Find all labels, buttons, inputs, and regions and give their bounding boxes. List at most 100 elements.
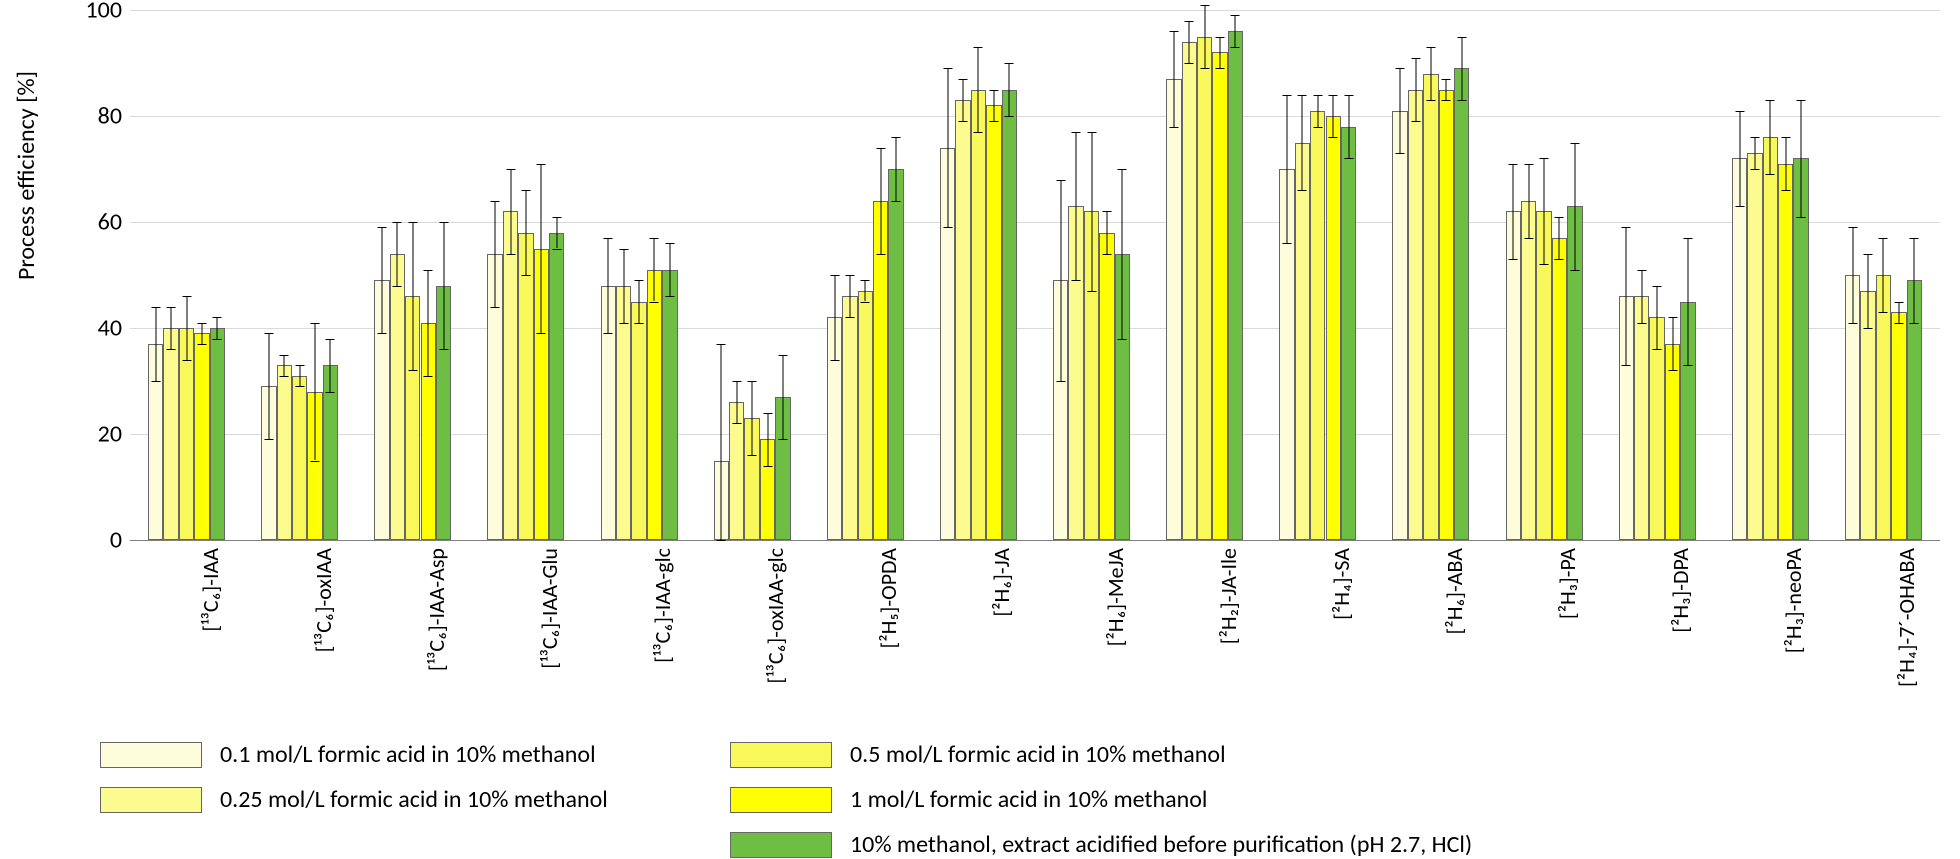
bar (1649, 317, 1664, 540)
error-bar (1672, 317, 1673, 370)
error-cap (1313, 127, 1322, 128)
error-bar (397, 222, 398, 286)
error-bar (1106, 211, 1107, 253)
error-cap (295, 365, 304, 366)
error-bar (443, 222, 444, 349)
error-cap (1894, 302, 1903, 303)
bar (631, 302, 646, 541)
error-bar (1852, 227, 1853, 322)
bar (277, 365, 292, 540)
chart-container: Process efficiency [%] 020406080100 [¹³C… (0, 0, 1960, 834)
error-cap (1509, 164, 1518, 165)
error-cap (1283, 243, 1292, 244)
legend-item: 0.5 mol/L formic acid in 10% methanol (730, 740, 1226, 769)
error-bar (639, 280, 640, 322)
bar (503, 211, 518, 540)
error-cap (1185, 63, 1194, 64)
error-cap (974, 47, 983, 48)
error-cap (552, 217, 561, 218)
legend-label: 0.1 mol/L formic acid in 10% methanol (220, 740, 596, 769)
error-cap (1298, 95, 1307, 96)
error-cap (1750, 137, 1759, 138)
bar (888, 169, 903, 540)
y-axis-title: Process efficiency [%] (12, 71, 41, 280)
error-cap (378, 227, 387, 228)
error-bar (1091, 132, 1092, 291)
error-cap (650, 302, 659, 303)
error-bar (1060, 180, 1061, 381)
error-cap (1396, 153, 1405, 154)
error-bar (1189, 21, 1190, 63)
error-cap (537, 333, 546, 334)
error-cap (1540, 158, 1549, 159)
error-cap (167, 307, 176, 308)
bar (1166, 79, 1181, 540)
bar (1763, 137, 1778, 540)
error-cap (1622, 227, 1631, 228)
error-cap (876, 254, 885, 255)
x-tick-label: [²H₆]-MeJA (1102, 548, 1129, 646)
error-cap (635, 323, 644, 324)
error-cap (1910, 323, 1919, 324)
error-cap (943, 68, 952, 69)
error-cap (1426, 47, 1435, 48)
bar (1326, 116, 1341, 540)
error-cap (280, 376, 289, 377)
error-cap (424, 270, 433, 271)
error-cap (491, 201, 500, 202)
error-cap (748, 455, 757, 456)
error-cap (635, 280, 644, 281)
error-bar (268, 333, 269, 439)
error-cap (1864, 328, 1873, 329)
bar (955, 100, 970, 540)
error-cap (665, 296, 674, 297)
error-bar (721, 344, 722, 540)
error-bar (1302, 95, 1303, 190)
grid-line (130, 116, 1940, 117)
error-bar (896, 137, 897, 201)
error-cap (521, 190, 530, 191)
error-bar (510, 169, 511, 254)
error-cap (1910, 238, 1919, 239)
error-cap (1653, 286, 1662, 287)
bar (1212, 52, 1227, 540)
error-bar (1235, 15, 1236, 47)
legend-label: 10% methanol, extract acidified before p… (850, 830, 1472, 859)
error-cap (1231, 15, 1240, 16)
bar (518, 233, 533, 540)
grid-line (130, 10, 1940, 11)
x-tick-label: [²H₆]-ABA (1441, 548, 1468, 634)
error-bar (1770, 100, 1771, 174)
error-cap (1848, 227, 1857, 228)
error-cap (1298, 190, 1307, 191)
error-bar (736, 381, 737, 423)
x-tick-label: [¹³C₆]-IAA-glc (649, 548, 676, 663)
bar (1747, 153, 1762, 540)
error-cap (1056, 180, 1065, 181)
error-bar (428, 270, 429, 376)
error-cap (1879, 312, 1888, 313)
error-bar (1914, 238, 1915, 323)
error-cap (213, 339, 222, 340)
x-tick-label: [¹³C₆]-IAA-Glu (536, 548, 563, 669)
error-bar (608, 238, 609, 333)
error-bar (299, 365, 300, 386)
bar (1228, 31, 1243, 540)
error-cap (1735, 111, 1744, 112)
bar (1408, 90, 1423, 541)
x-tick-label: [²H₅]-OPDA (875, 548, 902, 648)
error-cap (182, 360, 191, 361)
error-bar (556, 217, 557, 249)
error-cap (748, 381, 757, 382)
error-cap (1797, 217, 1806, 218)
plot-area (130, 10, 1940, 541)
error-bar (1204, 5, 1205, 69)
error-bar (1687, 238, 1688, 365)
error-bar (1559, 217, 1560, 259)
error-cap (1426, 100, 1435, 101)
error-cap (845, 275, 854, 276)
error-cap (1879, 238, 1888, 239)
error-cap (393, 222, 402, 223)
bar (1552, 238, 1567, 540)
error-cap (1200, 68, 1209, 69)
